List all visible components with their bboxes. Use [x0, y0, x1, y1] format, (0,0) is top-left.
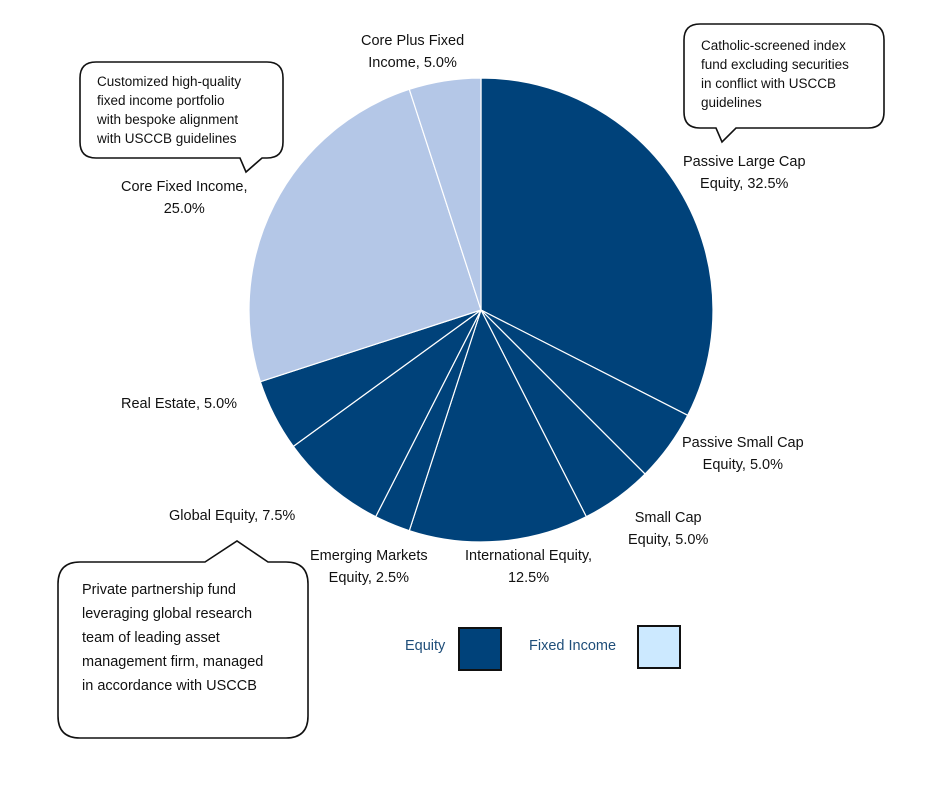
- label-emerging-markets: Emerging Markets Equity, 2.5%: [310, 548, 428, 586]
- label-core-plus-fixed: Core Plus Fixed Income, 5.0%: [361, 33, 465, 71]
- pie-slice-passive-large-cap-equity: [480, 77, 714, 417]
- callout-bubble-global-equity: [57, 540, 309, 739]
- annotation-large-cap: Catholic-screened index fund excluding s…: [701, 38, 849, 110]
- legend-swatch-fixed-income: [637, 625, 681, 669]
- label-international: International Equity, 12.5%: [465, 548, 593, 586]
- label-small-cap: Small Cap Equity, 5.0%: [628, 510, 709, 548]
- pie-slice-core-plus-fixed-income: [408, 77, 482, 311]
- label-passive-large-cap: Passive Large Cap Equity, 32.5%: [683, 154, 806, 192]
- label-global-equity: Global Equity, 7.5%: [169, 508, 296, 524]
- label-passive-small-cap: Passive Small Cap Equity, 5.0%: [682, 435, 804, 473]
- label-real-estate: Real Estate, 5.0%: [121, 396, 238, 412]
- label-core-fixed-income: Core Fixed Income, 25.0%: [121, 179, 248, 217]
- legend-label-equity: Equity: [405, 638, 446, 654]
- pie-slice-core-fixed-income: [248, 88, 482, 383]
- callout-bubble-large-cap: [683, 23, 885, 144]
- annotation-core-fixed: Customized high-quality fixed income por…: [97, 74, 242, 146]
- pie-slice-international-equity: [408, 308, 588, 543]
- callout-bubble-core-fixed: [79, 61, 284, 174]
- legend-label-fixed-income: Fixed Income: [529, 638, 617, 654]
- annotation-global-equity: Private partnership fund leveraging glob…: [82, 582, 264, 694]
- legend-swatch-equity: [458, 627, 502, 671]
- pie-slice-global-equity: [292, 309, 482, 518]
